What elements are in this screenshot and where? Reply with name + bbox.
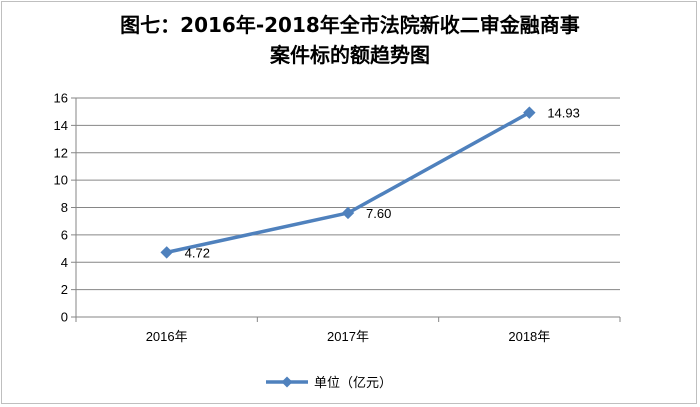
x-tick-label: 2018年 — [508, 329, 550, 344]
legend: 单位（亿元） — [266, 376, 392, 391]
x-axis-ticks: 2016年 2017年 2018年 — [75, 317, 621, 344]
y-tick-label: 16 — [54, 91, 68, 106]
data-point-marker — [160, 246, 173, 259]
data-point-marker — [341, 206, 355, 220]
y-tick-label: 2 — [61, 282, 68, 297]
series-line — [166, 111, 531, 255]
y-tick-label: 14 — [54, 118, 68, 133]
y-tick-label: 12 — [54, 145, 68, 160]
data-label: 4.72 — [185, 245, 210, 260]
y-tick-label: 4 — [61, 255, 68, 270]
x-tick-label: 2017年 — [327, 329, 369, 344]
x-tick-label: 2016年 — [146, 329, 188, 344]
y-tick-label: 0 — [61, 310, 68, 325]
chart-title-line-2: 案件标的额趋势图 — [270, 43, 430, 67]
legend-label: 单位（亿元） — [314, 376, 392, 391]
y-axis-ticks: 0 2 4 6 8 10 12 14 16 — [54, 91, 76, 325]
data-label: 14.93 — [547, 106, 580, 121]
chart-title-line-1: 图七：2016年-2018年全市法院新收二审金融商事 — [120, 13, 580, 37]
legend-marker — [281, 376, 293, 388]
data-label: 7.60 — [366, 206, 391, 221]
y-tick-label: 8 — [61, 200, 68, 215]
y-tick-label: 10 — [54, 173, 68, 188]
chart-title: 图七：2016年-2018年全市法院新收二审金融商事 案件标的额趋势图 — [0, 10, 700, 70]
y-tick-label: 6 — [61, 227, 68, 242]
data-point-marker — [523, 106, 536, 119]
series-group: 4.72 7.60 14.93 — [160, 106, 580, 260]
gridlines — [76, 97, 620, 291]
